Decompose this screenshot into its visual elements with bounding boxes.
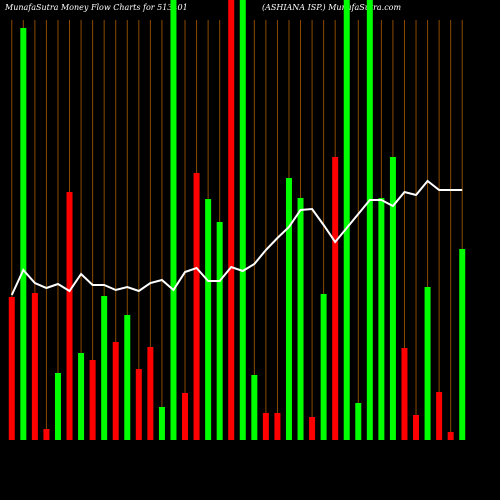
bar: [239, 0, 246, 440]
bar: [193, 173, 200, 440]
bar: [205, 199, 212, 440]
bar: [8, 297, 15, 440]
bar: [170, 0, 177, 440]
bar: [366, 0, 373, 440]
bar: [54, 373, 61, 440]
bar: [355, 403, 362, 440]
bar: [274, 413, 281, 440]
bar: [309, 417, 316, 440]
bar: [31, 293, 38, 440]
bar: [401, 348, 408, 440]
chart-title: MunafaSutra Money Flow Charts for 513401: [4, 3, 188, 12]
bar: [389, 157, 396, 440]
bar: [78, 353, 85, 440]
bar: [124, 315, 131, 440]
bar: [228, 0, 235, 440]
bar: [413, 415, 420, 440]
bar: [112, 342, 119, 440]
bar: [343, 0, 350, 440]
bar: [436, 392, 443, 440]
bar: [66, 192, 73, 440]
bar: [20, 28, 27, 440]
bar: [101, 296, 108, 440]
bar: [459, 249, 466, 440]
bar: [158, 407, 165, 440]
bar: [320, 294, 327, 440]
bar: [332, 157, 339, 440]
flow-line: [10, 179, 463, 296]
bar: [262, 413, 269, 440]
bar: [447, 432, 454, 440]
bar: [135, 369, 142, 440]
bar: [216, 222, 223, 440]
bar: [43, 429, 50, 440]
bar: [182, 393, 189, 440]
bar: [251, 375, 258, 440]
bar: [285, 178, 292, 440]
bar: [378, 198, 385, 440]
bar: [297, 198, 304, 440]
chart-subtitle: (ASHIANA ISP.) MunafaSutra.com: [262, 3, 402, 12]
bar: [424, 287, 431, 440]
bar: [147, 347, 154, 440]
bar: [89, 360, 96, 440]
